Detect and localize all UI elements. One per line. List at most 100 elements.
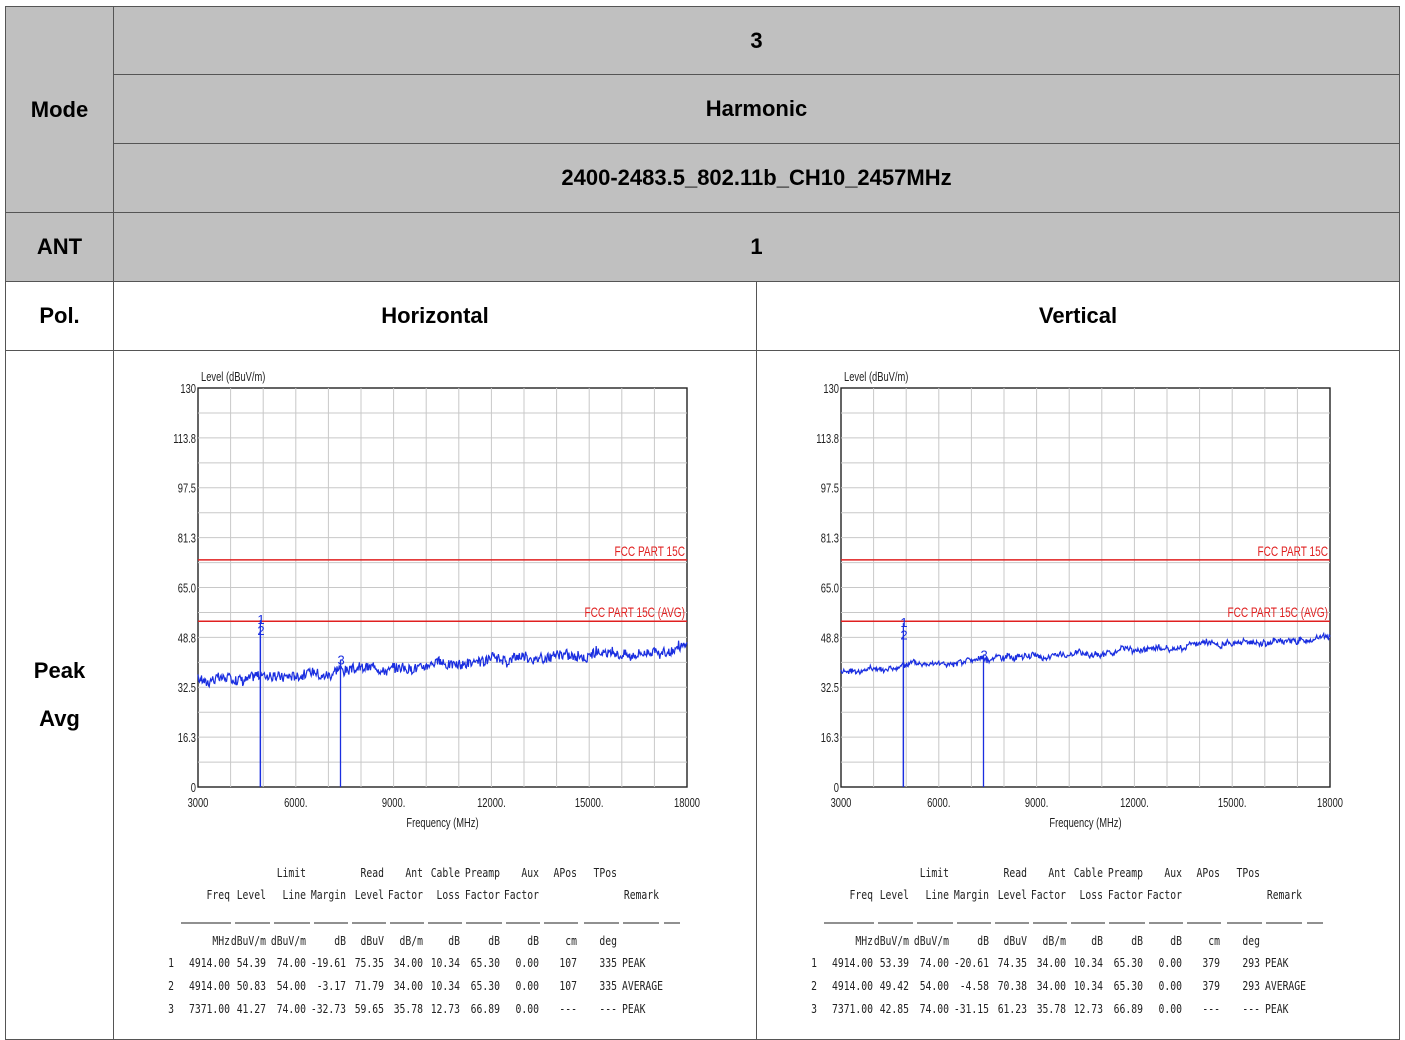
table-header-row: Margin xyxy=(954,888,989,902)
table-data-row: 4914.00 xyxy=(189,956,230,970)
table-header-row: Ant xyxy=(405,866,423,880)
y-tick-label: 81.3 xyxy=(178,532,196,546)
measurement-trace xyxy=(840,631,1331,676)
table-data-row: 4914.00 xyxy=(832,956,873,970)
y-tick-label: 0 xyxy=(834,782,839,796)
table-data-row: 74.00 xyxy=(277,1002,307,1016)
table-header-row: Remark xyxy=(624,888,659,902)
y-tick-label: 113.8 xyxy=(816,433,839,447)
mode-value-2-text: Harmonic xyxy=(705,96,808,121)
y-tick-label: 81.3 xyxy=(821,532,839,546)
x-tick-label: 3000 xyxy=(188,797,209,811)
table-units-row: dB/m xyxy=(400,934,424,948)
table-units-row: dB xyxy=(448,934,460,948)
table-data-row: 65.30 xyxy=(471,979,501,993)
table-data-row: 65.30 xyxy=(1114,979,1144,993)
pol-horizontal-text: Horizontal xyxy=(381,303,489,328)
table-header-row: Level xyxy=(237,888,266,902)
table-units-row: dB xyxy=(1091,934,1103,948)
table-header-row: Cable xyxy=(431,866,461,880)
x-tick-label: 15000. xyxy=(575,797,604,811)
limit-line-label: FCC PART 15C (AVG) xyxy=(584,605,685,621)
y-tick-label: 130 xyxy=(823,383,839,397)
mode-value-1-text: 3 xyxy=(750,27,763,53)
y-tick-label: 0 xyxy=(191,782,196,796)
table-data-row: --- xyxy=(1202,1002,1220,1016)
table-header-row: Freq xyxy=(207,888,230,902)
table-data-row: 1 xyxy=(168,956,174,970)
ant-value-text: 1 xyxy=(750,234,763,259)
x-tick-label: 18000 xyxy=(674,797,700,811)
limit-line-label: FCC PART 15C (AVG) xyxy=(1227,605,1328,621)
pol-label-text: Pol. xyxy=(39,303,80,328)
table-data-row: PEAK xyxy=(622,1002,646,1016)
table-data-row: 49.42 xyxy=(880,979,909,993)
y-tick-label: 113.8 xyxy=(173,433,196,447)
table-data-row: 71.79 xyxy=(355,979,384,993)
table-data-row: PEAK xyxy=(622,956,646,970)
x-tick-label: 6000. xyxy=(927,797,950,811)
table-data-row: 34.00 xyxy=(1037,956,1067,970)
table-data-row: 65.30 xyxy=(471,956,501,970)
marker-label: 2 xyxy=(257,623,264,638)
table-data-row: 3 xyxy=(811,1002,817,1016)
table-data-row: 65.30 xyxy=(1114,956,1144,970)
table-header-row: APos xyxy=(554,866,577,880)
table-header-row: Level xyxy=(355,888,384,902)
table-data-row: 0.00 xyxy=(516,956,540,970)
x-axis-label: Frequency (MHz) xyxy=(1049,817,1121,831)
table-data-row: 0.00 xyxy=(516,979,540,993)
table-data-row: -19.61 xyxy=(311,956,346,970)
x-tick-label: 12000. xyxy=(1120,797,1149,811)
table-header-row: Read xyxy=(1004,866,1027,880)
mode-value-3: 2400-2483.5_802.11b_CH10_2457MHz xyxy=(113,143,1400,213)
table-units-row: dB xyxy=(1170,934,1182,948)
table-data-row: 10.34 xyxy=(431,979,461,993)
table-header-row: Remark xyxy=(1267,888,1302,902)
table-data-row: -32.73 xyxy=(311,1002,346,1016)
table-header-row: APos xyxy=(1197,866,1220,880)
marker-label: 1 xyxy=(900,615,907,630)
table-header-row: Limit xyxy=(277,866,306,880)
table-header-row: Margin xyxy=(311,888,346,902)
y-tick-label: 65.0 xyxy=(178,582,196,596)
pol-vertical: Vertical xyxy=(756,281,1400,351)
table-header-row: Line xyxy=(926,888,950,902)
table-header-row: Line xyxy=(283,888,307,902)
mode-label: Mode xyxy=(5,6,114,213)
table-data-row: 2 xyxy=(168,979,174,993)
y-tick-label: 32.5 xyxy=(178,682,196,696)
table-data-row: 61.23 xyxy=(998,1002,1027,1016)
table-units-row: dBuV/m xyxy=(914,934,949,948)
table-data-row: 42.85 xyxy=(880,1002,909,1016)
y-tick-label: 16.3 xyxy=(178,732,196,746)
pol-label: Pol. xyxy=(5,281,114,351)
table-header-row: Limit xyxy=(920,866,949,880)
table-header-row: Factor xyxy=(1108,888,1143,902)
table-data-row: -20.61 xyxy=(954,956,989,970)
table-units-row: dB/m xyxy=(1043,934,1067,948)
table-units-row: dB xyxy=(488,934,500,948)
y-tick-label: 65.0 xyxy=(821,582,839,596)
marker-label: 3 xyxy=(337,652,344,667)
limit-line-label: FCC PART 15C xyxy=(1257,543,1328,559)
table-data-row: 379 xyxy=(1202,979,1220,993)
table-header-row: TPos xyxy=(1237,866,1260,880)
table-units-row: dBuV/m xyxy=(874,934,909,948)
table-units-row: dB xyxy=(527,934,539,948)
x-tick-label: 9000. xyxy=(1025,797,1048,811)
x-axis-label: Frequency (MHz) xyxy=(406,817,478,831)
pol-vertical-text: Vertical xyxy=(1038,303,1118,328)
table-header-row: Freq xyxy=(850,888,873,902)
table-header-row: Ant xyxy=(1048,866,1066,880)
table-data-row: 107 xyxy=(559,979,577,993)
table-data-row: 3 xyxy=(168,1002,174,1016)
table-units-row: deg xyxy=(599,934,617,948)
table-data-row: 293 xyxy=(1242,979,1260,993)
x-tick-label: 9000. xyxy=(382,797,405,811)
table-header-row: Read xyxy=(361,866,384,880)
table-data-row: 41.27 xyxy=(237,1002,266,1016)
y-tick-label: 32.5 xyxy=(821,682,839,696)
table-data-row: 7371.00 xyxy=(832,1002,873,1016)
